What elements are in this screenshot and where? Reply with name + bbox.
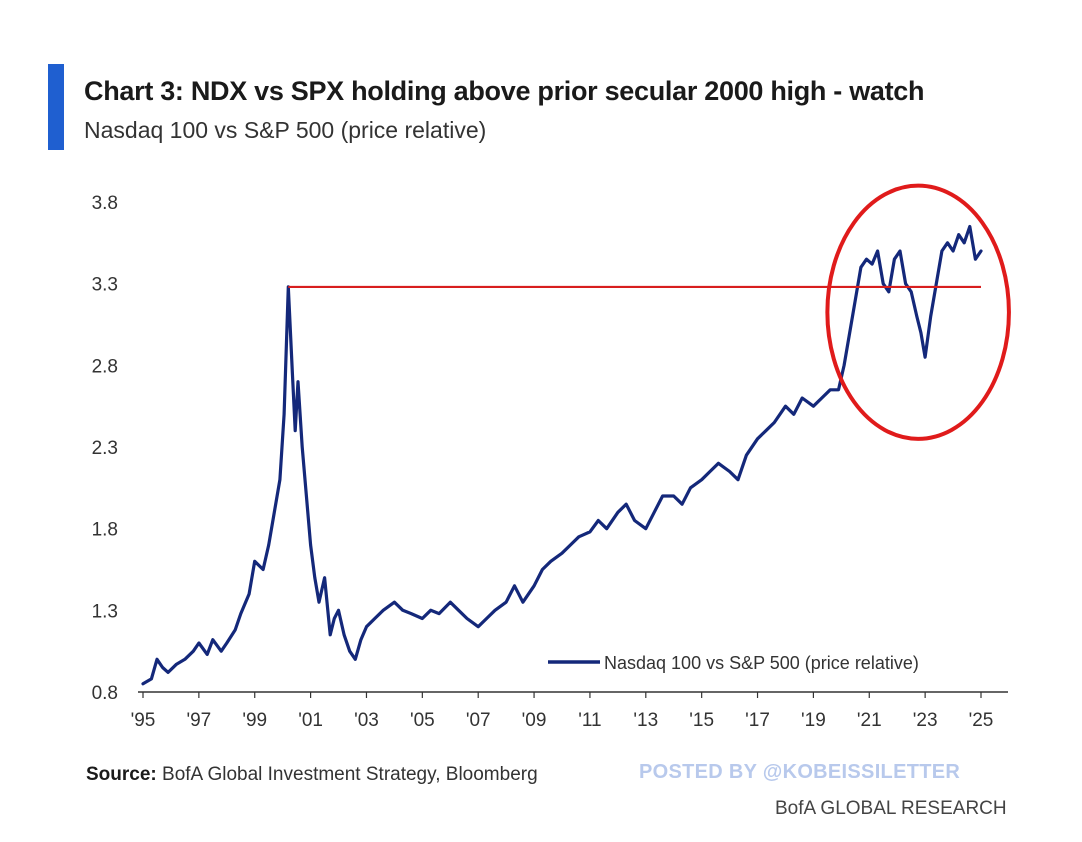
- x-tick-label: '23: [913, 710, 938, 731]
- title-accent-bar: [48, 64, 64, 150]
- x-axis: '95 '97 '99 '01 '03 '05 '07 '09 '11 '13 '15 '17 '19 '…: [131, 691, 1008, 731]
- x-tick-label: '99: [242, 710, 267, 731]
- legend: Nasdaq 100 vs S&P 500 (price relative): [548, 653, 919, 673]
- y-tick-label: 3.3: [92, 275, 118, 296]
- watermark: POSTED BY @KOBEISSILETTER: [639, 761, 961, 783]
- y-tick-label: 2.8: [92, 356, 118, 377]
- source-note: Source: BofA Global Investment Strategy,…: [86, 764, 538, 786]
- annotation-layer: [288, 183, 1011, 441]
- y-axis: 0.8 1.3 1.8 2.3 2.8 3.3 3.8: [92, 193, 118, 704]
- brand-label: BofA GLOBAL RESEARCH: [775, 798, 1007, 819]
- y-tick-label: 3.8: [92, 193, 118, 214]
- series-layer: [141, 224, 983, 686]
- x-tick-label: '11: [578, 710, 601, 731]
- series-line-ndx-spx: [141, 224, 983, 686]
- x-tick-label: '07: [466, 710, 491, 731]
- highlight-circle: [825, 183, 1011, 441]
- source-label: Source:: [86, 764, 157, 785]
- chart-subtitle: Nasdaq 100 vs S&P 500 (price relative): [84, 117, 487, 143]
- x-tick-label: '09: [522, 710, 547, 731]
- x-tick-label: '95: [131, 710, 156, 731]
- y-tick-label: 1.3: [92, 601, 118, 622]
- x-tick-label: '19: [801, 710, 826, 731]
- x-tick-label: '03: [354, 710, 379, 731]
- chart-title: Chart 3: NDX vs SPX holding above prior …: [84, 76, 925, 106]
- x-tick-label: '05: [410, 710, 435, 731]
- y-tick-label: 1.8: [92, 520, 118, 541]
- x-tick-label: '13: [633, 710, 658, 731]
- line-chart: 0.8 1.3 1.8 2.3 2.8 3.3 3.8 '95 '97 '99 '01 '03 '05…: [92, 183, 1011, 731]
- x-tick-label: '21: [857, 710, 882, 731]
- legend-label: Nasdaq 100 vs S&P 500 (price relative): [604, 653, 919, 673]
- x-tick-label: '25: [969, 710, 994, 731]
- x-tick-label: '15: [689, 710, 714, 731]
- y-tick-label: 2.3: [92, 438, 118, 459]
- x-tick-label: '01: [298, 710, 323, 731]
- x-tick-label: '97: [186, 710, 211, 731]
- y-tick-label: 0.8: [92, 683, 118, 704]
- source-text: BofA Global Investment Strategy, Bloombe…: [162, 764, 538, 785]
- x-tick-label: '17: [745, 710, 770, 731]
